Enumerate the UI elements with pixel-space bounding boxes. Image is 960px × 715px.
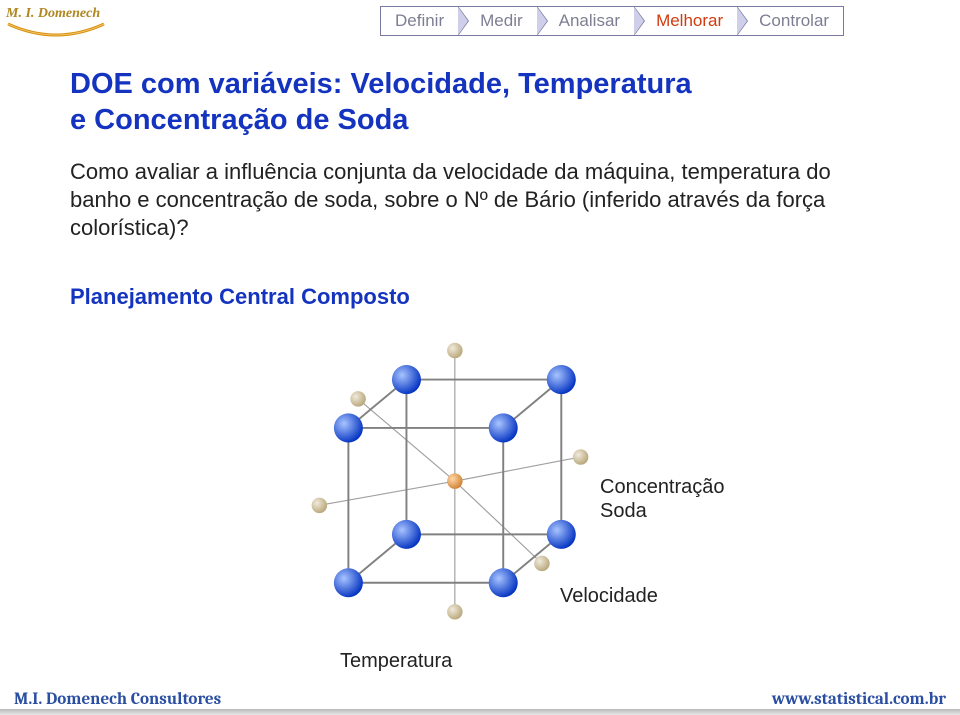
footer-company: M.I. Domenech Consultores	[14, 690, 221, 709]
axis-label-y: Velocidade	[560, 585, 658, 608]
phase-definir: Definir	[381, 7, 458, 35]
logo-swoosh	[6, 22, 106, 42]
phase-analisar: Analisar	[537, 7, 634, 35]
page-title: DOE com variáveis: Velocidade, Temperatu…	[70, 66, 692, 139]
design-name: Planejamento Central Composto	[70, 284, 410, 310]
phase-medir: Medir	[458, 7, 537, 35]
dmaic-phases: DefinirMedirAnalisarMelhorarControlar	[380, 6, 844, 36]
title-line-1: DOE com variáveis: Velocidade, Temperatu…	[70, 68, 692, 100]
logo-text: M. I. Domenech	[6, 6, 100, 22]
footer-bar	[0, 709, 960, 715]
header: M. I. Domenech DefinirMedirAnalisarMelho…	[0, 6, 960, 40]
axis-label-x: Temperatura	[340, 650, 452, 673]
footer-url: www.statistical.com.br	[772, 690, 946, 709]
axis-label-z: Concentração Soda	[600, 475, 750, 523]
body-paragraph: Como avaliar a influência conjunta da ve…	[70, 158, 850, 242]
title-line-2: e Concentração de Soda	[70, 104, 408, 136]
ccd-diagram	[300, 336, 600, 636]
phase-controlar: Controlar	[737, 7, 843, 35]
phase-melhorar: Melhorar	[634, 7, 737, 35]
